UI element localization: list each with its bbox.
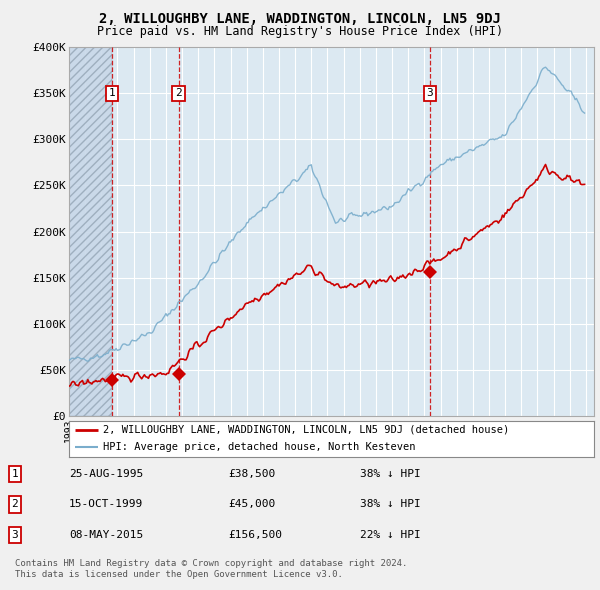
- Text: Price paid vs. HM Land Registry's House Price Index (HPI): Price paid vs. HM Land Registry's House …: [97, 25, 503, 38]
- Text: Contains HM Land Registry data © Crown copyright and database right 2024.: Contains HM Land Registry data © Crown c…: [15, 559, 407, 568]
- Text: HPI: Average price, detached house, North Kesteven: HPI: Average price, detached house, Nort…: [103, 442, 416, 452]
- Text: £45,000: £45,000: [228, 500, 275, 509]
- Text: 22% ↓ HPI: 22% ↓ HPI: [360, 530, 421, 540]
- Text: £38,500: £38,500: [228, 469, 275, 478]
- Text: £156,500: £156,500: [228, 530, 282, 540]
- Text: 2: 2: [175, 88, 182, 99]
- Bar: [69, 47, 112, 416]
- Text: 38% ↓ HPI: 38% ↓ HPI: [360, 469, 421, 478]
- Text: 38% ↓ HPI: 38% ↓ HPI: [360, 500, 421, 509]
- Text: 3: 3: [11, 530, 19, 540]
- Text: 2: 2: [11, 500, 19, 509]
- Text: 08-MAY-2015: 08-MAY-2015: [69, 530, 143, 540]
- Text: 1: 1: [11, 469, 19, 478]
- Text: This data is licensed under the Open Government Licence v3.0.: This data is licensed under the Open Gov…: [15, 570, 343, 579]
- Text: 3: 3: [427, 88, 433, 99]
- Text: 1: 1: [109, 88, 115, 99]
- Text: 15-OCT-1999: 15-OCT-1999: [69, 500, 143, 509]
- Text: 25-AUG-1995: 25-AUG-1995: [69, 469, 143, 478]
- Text: 2, WILLOUGHBY LANE, WADDINGTON, LINCOLN, LN5 9DJ (detached house): 2, WILLOUGHBY LANE, WADDINGTON, LINCOLN,…: [103, 425, 509, 435]
- Text: 2, WILLOUGHBY LANE, WADDINGTON, LINCOLN, LN5 9DJ: 2, WILLOUGHBY LANE, WADDINGTON, LINCOLN,…: [99, 12, 501, 26]
